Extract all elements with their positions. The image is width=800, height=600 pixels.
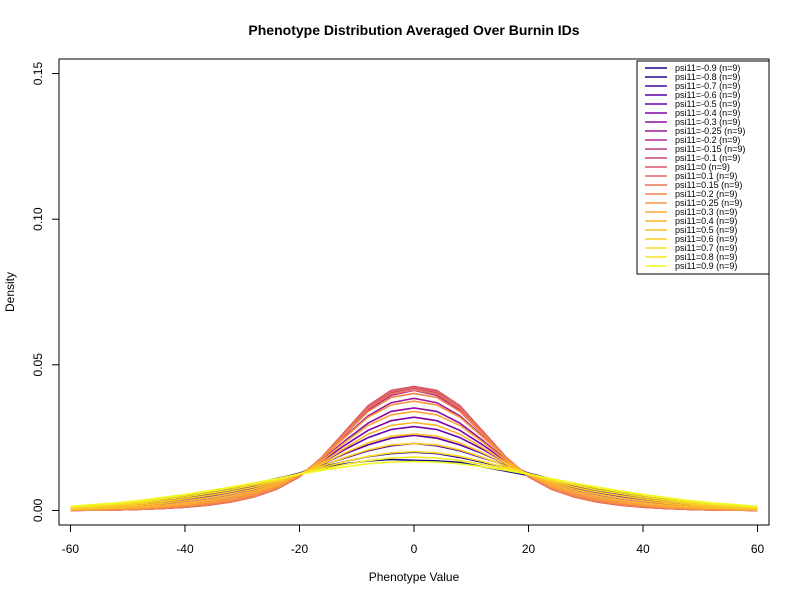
legend-label: psi11=0.2 (n=9) (675, 189, 737, 199)
x-tick-label: 0 (411, 542, 418, 556)
legend-label: psi11=0.1 (n=9) (675, 171, 737, 181)
x-axis: -60 -40 -20 0 20 40 60 (62, 524, 765, 556)
chart-title: Phenotype Distribution Averaged Over Bur… (248, 22, 579, 38)
series-line-17 (70, 421, 758, 511)
legend-label: psi11=0.8 (n=9) (675, 252, 737, 262)
legend-label: psi11=0.3 (n=9) (675, 207, 737, 217)
legend-label: psi11=-0.5 (n=9) (675, 99, 740, 109)
y-axis-label: Density (3, 272, 17, 312)
y-tick-label: 0.05 (31, 353, 45, 377)
legend-label: psi11=0.9 (n=9) (675, 261, 737, 271)
series-line-7 (70, 397, 758, 511)
legend-label: psi11=0.25 (n=9) (675, 198, 742, 208)
x-tick-label: -20 (291, 542, 309, 556)
series-line-12 (70, 386, 758, 512)
legend-label: psi11=0.5 (n=9) (675, 225, 737, 235)
legend-label: psi11=-0.4 (n=9) (675, 108, 740, 118)
legend-label: psi11=-0.6 (n=9) (675, 90, 740, 100)
series-line-21 (70, 456, 758, 508)
legend-label: psi11=-0.1 (n=9) (675, 153, 740, 163)
legend-label: psi11=0.7 (n=9) (675, 243, 737, 253)
legend-label: psi11=-0.25 (n=9) (675, 126, 745, 136)
legend-label: psi11=-0.3 (n=9) (675, 117, 740, 127)
y-tick-label: 0.15 (31, 62, 45, 86)
legend-label: psi11=0 (n=9) (675, 162, 730, 172)
legend-label: psi11=-0.15 (n=9) (675, 144, 745, 154)
legend-label: psi11=0.4 (n=9) (675, 216, 737, 226)
series-layer (70, 385, 758, 512)
legend-label: psi11=-0.8 (n=9) (675, 72, 740, 82)
y-tick-label: 0.00 (31, 498, 45, 522)
x-tick-label: 60 (751, 542, 765, 556)
series-line-19 (70, 442, 758, 510)
series-line-9 (70, 387, 758, 512)
x-axis-label: Phenotype Value (369, 570, 460, 584)
series-line-22 (70, 460, 758, 508)
legend-label: psi11=0.6 (n=9) (675, 234, 737, 244)
x-tick-label: -60 (62, 542, 80, 556)
legend-label: psi11=-0.7 (n=9) (675, 81, 740, 91)
series-line-15 (70, 400, 758, 511)
series-line-10 (70, 385, 758, 512)
series-line-14 (70, 392, 758, 511)
y-axis: 0.00 0.05 0.10 0.15 (31, 62, 60, 522)
x-tick-label: 20 (522, 542, 536, 556)
x-tick-label: 40 (636, 542, 650, 556)
y-tick-label: 0.10 (31, 207, 45, 231)
series-line-18 (70, 433, 758, 510)
series-line-11 (70, 385, 758, 512)
series-line-20 (70, 450, 758, 509)
series-line-16 (70, 410, 758, 511)
legend-label: psi11=-0.2 (n=9) (675, 135, 740, 145)
x-tick-label: -40 (176, 542, 194, 556)
legend-label: psi11=0.15 (n=9) (675, 180, 742, 190)
legend: psi11=-0.9 (n=9)psi11=-0.8 (n=9)psi11=-0… (636, 60, 770, 275)
legend-label: psi11=-0.9 (n=9) (675, 63, 740, 73)
